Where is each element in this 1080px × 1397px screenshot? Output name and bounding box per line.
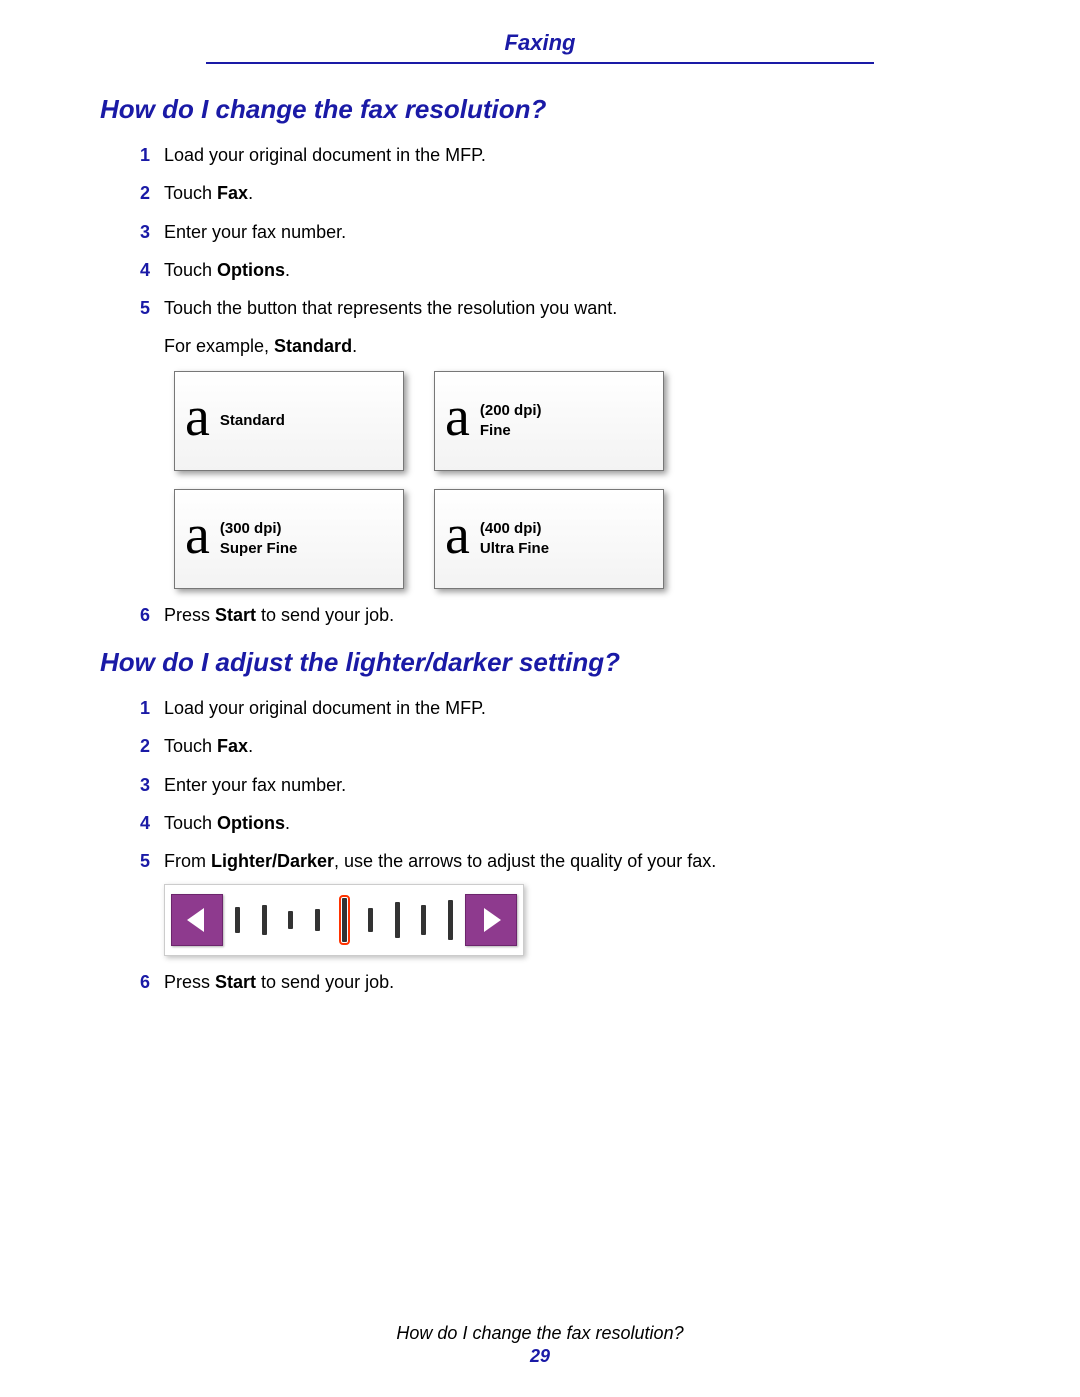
section2-step-2: Touch Fax. bbox=[130, 734, 980, 758]
slider-bar bbox=[235, 907, 240, 933]
footer-page-number: 29 bbox=[0, 1346, 1080, 1367]
slider-bar bbox=[288, 911, 293, 929]
eg-bold: Standard bbox=[274, 336, 352, 356]
step-text-pre: From bbox=[164, 851, 211, 871]
resolution-button-label: Standard bbox=[220, 411, 285, 431]
slider-bars bbox=[229, 894, 459, 946]
page-content: Faxing How do I change the fax resolutio… bbox=[0, 0, 1080, 994]
header-rule bbox=[206, 62, 875, 64]
step-text-bold: Start bbox=[215, 972, 256, 992]
section1-steps: Load your original document in the MFP. … bbox=[130, 143, 980, 627]
resolution-button-ultra-fine[interactable]: a (400 dpi) Ultra Fine bbox=[434, 489, 664, 589]
step-text-bold: Options bbox=[217, 260, 285, 280]
step-text-post: to send your job. bbox=[256, 605, 394, 625]
slider-bar bbox=[315, 909, 320, 931]
res-line2: Standard bbox=[220, 411, 285, 431]
step-text: Enter your fax number. bbox=[164, 775, 346, 795]
step-text: Enter your fax number. bbox=[164, 222, 346, 242]
step-text-pre: Touch bbox=[164, 260, 217, 280]
page-footer: How do I change the fax resolution? 29 bbox=[0, 1323, 1080, 1367]
section1-step-1: Load your original document in the MFP. bbox=[130, 143, 980, 167]
eg-post: . bbox=[352, 336, 357, 356]
section1-step-5-example: For example, Standard. bbox=[164, 334, 980, 358]
res-line1: (200 dpi) bbox=[480, 401, 542, 421]
letter-a-icon: a bbox=[185, 507, 210, 563]
slider-bar bbox=[395, 902, 400, 938]
step-text-post: , use the arrows to adjust the quality o… bbox=[334, 851, 716, 871]
lighter-darker-slider bbox=[164, 884, 524, 956]
section2-step-4: Touch Options. bbox=[130, 811, 980, 835]
slider-bar-selected bbox=[342, 898, 347, 942]
step-text-bold: Fax bbox=[217, 736, 248, 756]
slider-bar bbox=[421, 905, 426, 935]
slider-right-arrow-button[interactable] bbox=[465, 894, 517, 946]
page-header-title: Faxing bbox=[100, 30, 980, 62]
section2-step-6: Press Start to send your job. bbox=[130, 970, 980, 994]
slider-bar bbox=[262, 905, 267, 935]
section2-step-3: Enter your fax number. bbox=[130, 773, 980, 797]
slider-left-arrow-button[interactable] bbox=[171, 894, 223, 946]
section1-step-6: Press Start to send your job. bbox=[130, 603, 980, 627]
step-text-pre: Press bbox=[164, 972, 215, 992]
step-text: Touch the button that represents the res… bbox=[164, 298, 617, 318]
resolution-button-label: (400 dpi) Ultra Fine bbox=[480, 519, 549, 558]
triangle-left-icon bbox=[182, 905, 212, 935]
section1-step-4: Touch Options. bbox=[130, 258, 980, 282]
step-text: Load your original document in the MFP. bbox=[164, 145, 486, 165]
res-line1: (400 dpi) bbox=[480, 519, 549, 539]
letter-a-icon: a bbox=[445, 389, 470, 445]
step-text-pre: Touch bbox=[164, 813, 217, 833]
triangle-right-icon bbox=[476, 905, 506, 935]
resolution-button-label: (200 dpi) Fine bbox=[480, 401, 542, 440]
section2-step-1: Load your original document in the MFP. bbox=[130, 696, 980, 720]
slider-bar bbox=[448, 900, 453, 940]
step-text: Load your original document in the MFP. bbox=[164, 698, 486, 718]
section1-step-5: Touch the button that represents the res… bbox=[130, 296, 980, 589]
slider-bar bbox=[368, 908, 373, 932]
resolution-button-grid: a Standard a (200 dpi) Fine a bbox=[174, 371, 980, 589]
letter-a-icon: a bbox=[445, 507, 470, 563]
resolution-button-super-fine[interactable]: a (300 dpi) Super Fine bbox=[174, 489, 404, 589]
resolution-button-standard[interactable]: a Standard bbox=[174, 371, 404, 471]
section2-steps: Load your original document in the MFP. … bbox=[130, 696, 980, 994]
section1-step-2: Touch Fax. bbox=[130, 181, 980, 205]
resolution-button-fine[interactable]: a (200 dpi) Fine bbox=[434, 371, 664, 471]
res-line2: Fine bbox=[480, 421, 542, 441]
step-text-post: . bbox=[285, 260, 290, 280]
step-text-post: . bbox=[248, 183, 253, 203]
step-text-pre: Press bbox=[164, 605, 215, 625]
section1-heading: How do I change the fax resolution? bbox=[100, 94, 980, 125]
step-text-pre: Touch bbox=[164, 736, 217, 756]
res-line1: (300 dpi) bbox=[220, 519, 298, 539]
step-text-bold: Lighter/Darker bbox=[211, 851, 334, 871]
step-text-post: . bbox=[248, 736, 253, 756]
step-text-post: to send your job. bbox=[256, 972, 394, 992]
letter-a-icon: a bbox=[185, 389, 210, 445]
section2-heading: How do I adjust the lighter/darker setti… bbox=[100, 647, 980, 678]
resolution-button-label: (300 dpi) Super Fine bbox=[220, 519, 298, 558]
res-line2: Super Fine bbox=[220, 539, 298, 559]
step-text-bold: Fax bbox=[217, 183, 248, 203]
footer-title: How do I change the fax resolution? bbox=[0, 1323, 1080, 1344]
step-text-bold: Options bbox=[217, 813, 285, 833]
res-line2: Ultra Fine bbox=[480, 539, 549, 559]
step-text-post: . bbox=[285, 813, 290, 833]
section2-step-5: From Lighter/Darker, use the arrows to a… bbox=[130, 849, 980, 955]
eg-pre: For example, bbox=[164, 336, 274, 356]
step-text-pre: Touch bbox=[164, 183, 217, 203]
section1-step-3: Enter your fax number. bbox=[130, 220, 980, 244]
step-text-bold: Start bbox=[215, 605, 256, 625]
